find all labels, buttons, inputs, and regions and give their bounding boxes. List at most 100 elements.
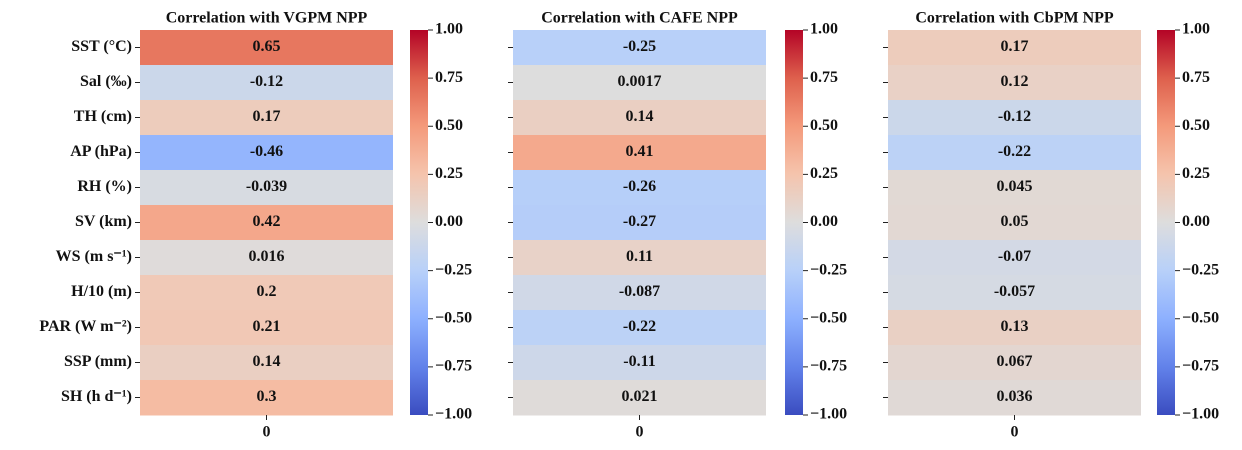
colorbar-tick-label: 1.00 <box>810 21 838 38</box>
cell-label: -0.087 <box>619 283 660 300</box>
colorbar <box>410 30 428 415</box>
heatmap-cell <box>140 65 393 101</box>
heatmap-cell <box>140 100 393 136</box>
colorbar-tick-label: −0.75 <box>435 358 472 375</box>
heatmap-cell <box>513 170 766 206</box>
colorbar-tick-label: −1.00 <box>1182 406 1219 423</box>
colorbar-tick-label: 0.25 <box>810 165 838 182</box>
cell-label: 0.016 <box>249 248 285 265</box>
colorbar-tick-label: −0.50 <box>810 309 847 326</box>
heatmap-cell <box>888 275 1141 311</box>
y-tick-label: H/10 (m) <box>71 283 132 300</box>
colorbar-tick-label: 0.50 <box>1182 117 1210 134</box>
cell-label: -0.12 <box>250 73 283 90</box>
colorbar-tick-label: 0.75 <box>435 69 463 86</box>
colorbar-tick-label: 0.50 <box>435 117 463 134</box>
heatmap-cell <box>140 205 393 241</box>
cell-label: 0.12 <box>1001 73 1029 90</box>
cell-label: -0.27 <box>623 213 656 230</box>
cell-label: 0.2 <box>257 283 277 300</box>
colorbar <box>1157 30 1175 415</box>
heatmap-cell <box>140 135 393 171</box>
cell-label: 0.14 <box>253 353 281 370</box>
heatmap-cell <box>513 345 766 381</box>
heatmap-cell <box>513 275 766 311</box>
colorbar-tick-label: 0.00 <box>435 213 463 230</box>
cell-label: 0.41 <box>626 143 654 160</box>
heatmap-cell <box>513 100 766 136</box>
colorbar-tick-label: −0.25 <box>435 261 472 278</box>
colorbar-tick-label: 0.25 <box>435 165 463 182</box>
heatmap-cell <box>140 310 393 346</box>
colorbar-tick-label: 1.00 <box>1182 21 1210 38</box>
y-tick-label: SST (°C) <box>71 38 132 55</box>
cell-label: 0.3 <box>257 388 277 405</box>
x-tick-label: 0 <box>1011 424 1019 441</box>
heatmap-cell <box>888 380 1141 416</box>
heatmap-cell <box>140 275 393 311</box>
heatmap-cell <box>513 310 766 346</box>
heatmap-cell <box>888 240 1141 276</box>
colorbar-tick-label: 1.00 <box>435 21 463 38</box>
cell-label: -0.22 <box>623 318 656 335</box>
colorbar-tick-label: 0.50 <box>810 117 838 134</box>
x-tick-label: 0 <box>263 424 271 441</box>
heatmap-cell <box>513 205 766 241</box>
y-tick-label: PAR (W m⁻²) <box>39 318 132 335</box>
cell-label: -0.46 <box>250 143 283 160</box>
colorbar-tick-label: 0.00 <box>1182 213 1210 230</box>
cell-label: 0.65 <box>253 38 281 55</box>
cell-label: 0.05 <box>1001 213 1029 230</box>
cell-label: -0.25 <box>623 38 656 55</box>
heatmap-cell <box>888 345 1141 381</box>
y-tick-label: SH (h d⁻¹) <box>61 388 132 405</box>
heatmap-cell <box>888 65 1141 101</box>
cell-label: 0.21 <box>253 318 281 335</box>
cell-label: 0.11 <box>626 248 653 265</box>
cell-label: -0.07 <box>998 248 1031 265</box>
y-tick-label: WS (m s⁻¹) <box>56 248 132 265</box>
chart-title: Correlation with CAFE NPP <box>541 10 738 27</box>
y-tick-label: RH (%) <box>77 178 132 195</box>
colorbar-tick-label: −1.00 <box>435 406 472 423</box>
cell-label: 0.036 <box>997 388 1033 405</box>
colorbar-tick-label: 0.75 <box>810 69 838 86</box>
cell-label: 0.17 <box>1001 38 1029 55</box>
heatmap-cell <box>888 30 1141 66</box>
cell-label: 0.0017 <box>618 73 662 90</box>
y-tick-label: SSP (mm) <box>64 353 132 370</box>
cell-label: -0.11 <box>623 353 655 370</box>
y-tick-label: Sal (‰) <box>80 73 132 90</box>
colorbar-tick-label: −0.75 <box>1182 358 1219 375</box>
heatmap-cell <box>888 310 1141 346</box>
chart-title: Correlation with VGPM NPP <box>166 10 368 27</box>
heatmap-cell <box>140 345 393 381</box>
cell-label: -0.22 <box>998 143 1031 160</box>
colorbar-tick-label: −0.25 <box>810 261 847 278</box>
cell-label: 0.17 <box>253 108 281 125</box>
heatmap-cell <box>888 135 1141 171</box>
heatmap-cell <box>888 170 1141 206</box>
heatmap-cell <box>513 240 766 276</box>
colorbar-tick-label: −0.50 <box>435 309 472 326</box>
heatmap-cell <box>513 135 766 171</box>
cell-label: 0.42 <box>253 213 281 230</box>
cell-label: 0.14 <box>626 108 654 125</box>
cell-label: -0.12 <box>998 108 1031 125</box>
heatmap-cell <box>140 170 393 206</box>
cell-label: -0.039 <box>246 178 287 195</box>
cell-label: 0.021 <box>622 388 658 405</box>
colorbar-tick-label: 0.75 <box>1182 69 1210 86</box>
cell-label: 0.045 <box>997 178 1033 195</box>
colorbar-tick-label: −0.75 <box>810 358 847 375</box>
cell-label: 0.13 <box>1001 318 1029 335</box>
colorbar <box>785 30 803 415</box>
y-tick-label: SV (km) <box>75 213 132 230</box>
colorbar-tick-label: 0.00 <box>810 213 838 230</box>
chart-title: Correlation with CbPM NPP <box>915 10 1114 27</box>
colorbar-tick-label: −0.50 <box>1182 309 1219 326</box>
heatmap-cell <box>888 205 1141 241</box>
heatmap-cell <box>513 380 766 416</box>
heatmap-cell <box>513 65 766 101</box>
heatmap-cell <box>140 240 393 276</box>
